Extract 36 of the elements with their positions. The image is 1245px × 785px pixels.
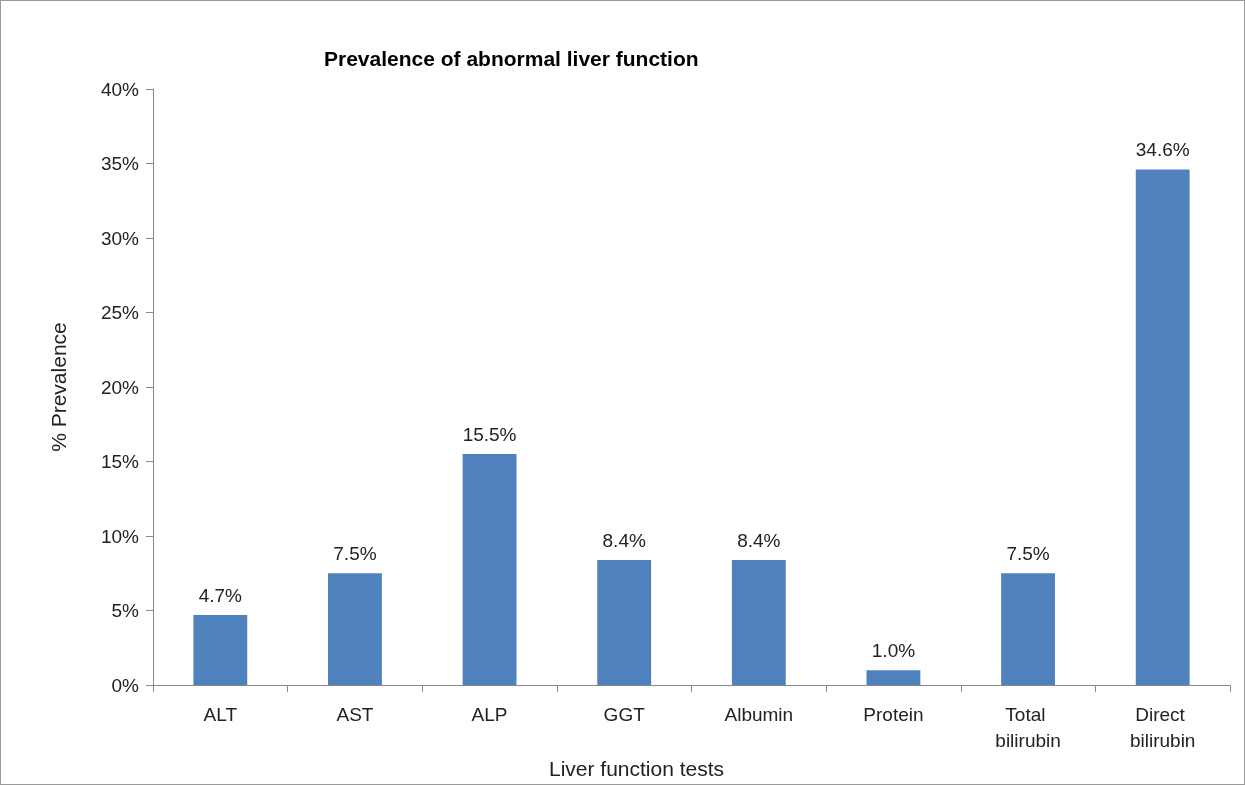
bar: [597, 559, 652, 686]
x-tick-label: ALP: [471, 703, 508, 725]
y-tick-label: 20%: [100, 376, 140, 398]
y-tick-label: 40%: [100, 78, 140, 100]
bar: [193, 615, 248, 686]
bar: [328, 573, 382, 686]
data-label: 15.5%: [462, 424, 517, 446]
x-tick-label: Albumin: [724, 703, 794, 725]
data-label: 8.4%: [602, 529, 646, 551]
data-label: 34.6%: [1135, 139, 1190, 161]
y-tick-label: 25%: [100, 302, 140, 324]
data-label: 7.5%: [1006, 543, 1050, 565]
bar: [1135, 169, 1190, 686]
x-tick-label: GGT: [603, 703, 646, 725]
data-label: 4.7%: [198, 585, 243, 607]
data-label: 1.0%: [871, 640, 916, 662]
bar: [1001, 573, 1055, 686]
bar: [731, 559, 786, 686]
x-tick-label: Total bilirubin: [995, 703, 1061, 751]
y-tick-label: 5%: [111, 600, 140, 622]
bar: [866, 670, 921, 686]
data-label: 8.4%: [737, 529, 781, 551]
y-tick-label: 15%: [100, 451, 140, 473]
x-tick-label: ALT: [203, 703, 238, 725]
x-tick-label: Protein: [863, 703, 924, 725]
y-axis-title: % Prevalence: [47, 322, 70, 452]
y-tick-label: 10%: [100, 525, 140, 547]
y-tick-label: 30%: [100, 227, 140, 249]
x-tick-label: AST: [336, 703, 374, 725]
bar: [462, 454, 517, 686]
data-label: 7.5%: [333, 543, 377, 565]
y-tick-label: 0%: [111, 674, 140, 696]
chart-title: Prevalence of abnormal liver function: [324, 47, 699, 70]
y-tick-label: 35%: [100, 153, 140, 175]
x-tick-label: Direct bilirubin: [1129, 703, 1196, 751]
x-axis-title: Liver function tests: [548, 757, 725, 780]
